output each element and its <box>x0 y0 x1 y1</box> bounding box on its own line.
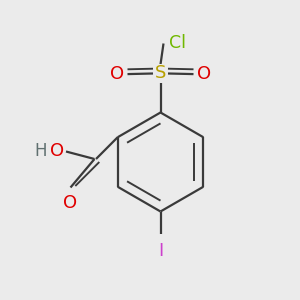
Text: O: O <box>63 194 78 211</box>
Text: O: O <box>110 65 124 83</box>
Text: I: I <box>158 242 163 260</box>
Text: Cl: Cl <box>169 34 187 52</box>
Text: H: H <box>34 142 46 160</box>
Text: S: S <box>155 64 166 82</box>
Text: O: O <box>50 142 64 160</box>
Text: O: O <box>196 65 211 83</box>
